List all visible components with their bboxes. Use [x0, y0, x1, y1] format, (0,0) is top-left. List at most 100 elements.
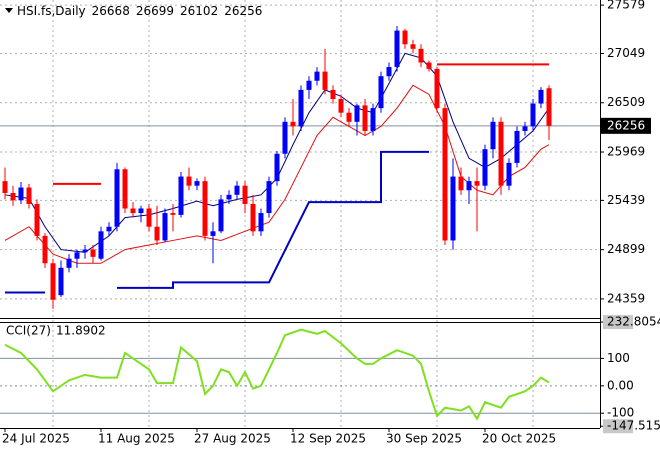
- plot: [2, 26, 552, 421]
- indicator-line: [4, 52, 550, 253]
- candle-body: [146, 208, 152, 227]
- candle-body: [306, 80, 312, 90]
- y-tick-box: [603, 315, 633, 330]
- last-price-tag: [601, 117, 651, 134]
- indicator-line: [53, 63, 549, 185]
- candle-body: [258, 213, 264, 232]
- candle-body: [130, 208, 136, 214]
- candle-body: [298, 89, 304, 127]
- candle-body: [34, 203, 40, 236]
- chart-title: HSI.fs,Daily 26668 26699 26102 26256: [17, 4, 262, 18]
- candle-body: [506, 162, 512, 186]
- x-tick-label: 12 Sep 2025: [290, 432, 366, 446]
- candle-body: [434, 68, 440, 109]
- candle-body: [154, 226, 160, 241]
- y-tick-label: -147.5156: [607, 419, 660, 433]
- candle-body: [466, 181, 472, 191]
- y-tick-label: 27579: [607, 0, 645, 12]
- y-tick-box: [603, 419, 633, 434]
- candle-body: [290, 121, 296, 127]
- candle-body: [50, 263, 56, 300]
- candle-body: [394, 30, 400, 68]
- candle-body: [482, 149, 488, 186]
- candle-body: [194, 181, 200, 186]
- title: HSI.fs,Daily: [17, 4, 86, 18]
- candle-body: [26, 187, 32, 204]
- candle-body: [370, 108, 376, 131]
- candle-body: [226, 194, 232, 200]
- y-tick-label: 27049: [607, 46, 645, 60]
- candle-body: [426, 62, 432, 69]
- candle-body: [170, 213, 176, 215]
- candle-body: [186, 176, 192, 186]
- candle-body: [474, 181, 480, 186]
- cci-line: [4, 328, 550, 421]
- x-tick-label: 20 Oct 2025: [482, 432, 556, 446]
- candle-body: [122, 169, 128, 209]
- menu-icon: [5, 8, 13, 13]
- candle-body: [362, 105, 368, 131]
- candle-body: [338, 99, 344, 113]
- candle-body: [10, 192, 16, 201]
- candle-body: [178, 176, 184, 215]
- candle-body: [138, 208, 144, 214]
- candle-body: [442, 108, 448, 241]
- y-tick-label: 26509: [607, 95, 645, 109]
- x-tick-label: 27 Aug 2025: [194, 432, 271, 446]
- y-tick-label: 100: [607, 351, 630, 365]
- candle-body: [514, 130, 520, 163]
- ohlc-value: 26256: [224, 4, 262, 18]
- candle-body: [530, 103, 536, 127]
- candle-body: [330, 89, 336, 100]
- candle-body: [58, 267, 64, 296]
- candle-body: [18, 187, 24, 201]
- candle-body: [450, 176, 456, 241]
- candle-body: [322, 71, 328, 90]
- candle-body: [354, 105, 360, 122]
- candle-body: [418, 48, 424, 63]
- candle-body: [386, 67, 392, 77]
- candle-body: [402, 30, 408, 45]
- x-tick-label: 24 Jul 2025: [2, 432, 70, 446]
- candle-body: [66, 258, 72, 268]
- indicator-line: [5, 150, 429, 294]
- y-tick-label: 24899: [607, 242, 645, 256]
- candle-body: [210, 231, 216, 236]
- candle-body: [266, 181, 272, 214]
- candle-body: [242, 185, 248, 204]
- candle-body: [498, 121, 504, 186]
- candle-body: [274, 153, 280, 182]
- ohlc-value: 26668: [92, 4, 130, 18]
- candle-body: [42, 235, 48, 264]
- candle-body: [458, 176, 464, 191]
- candle-body: [98, 231, 104, 259]
- candle-body: [90, 249, 96, 257]
- candle-body: [538, 89, 544, 104]
- candle-body: [218, 199, 224, 232]
- y-tick-label: 25439: [607, 193, 645, 207]
- candle-body: [546, 88, 552, 126]
- candle-body: [378, 76, 384, 109]
- y-tick-label: 232.8054: [607, 315, 660, 329]
- candle-body: [202, 181, 208, 236]
- y-tick-label: -100: [607, 406, 634, 420]
- y-tick-label: 0.00: [607, 378, 634, 392]
- candle-body: [106, 226, 112, 232]
- last-price-label: 26256: [607, 118, 645, 132]
- candle-body: [234, 185, 240, 195]
- indicator-title: CCI(27): [6, 324, 51, 338]
- candle-body: [522, 126, 528, 131]
- ohlc-value: 26699: [136, 4, 174, 18]
- indicator-line: [4, 84, 550, 264]
- x-tick-label: 11 Aug 2025: [98, 432, 175, 446]
- x-tick-label: 30 Sep 2025: [386, 432, 462, 446]
- candle-body: [82, 249, 88, 253]
- candle-body: [114, 169, 120, 227]
- candle-body: [74, 252, 80, 259]
- candle-body: [410, 44, 416, 49]
- candle-body: [314, 71, 320, 81]
- candle-body: [2, 181, 8, 193]
